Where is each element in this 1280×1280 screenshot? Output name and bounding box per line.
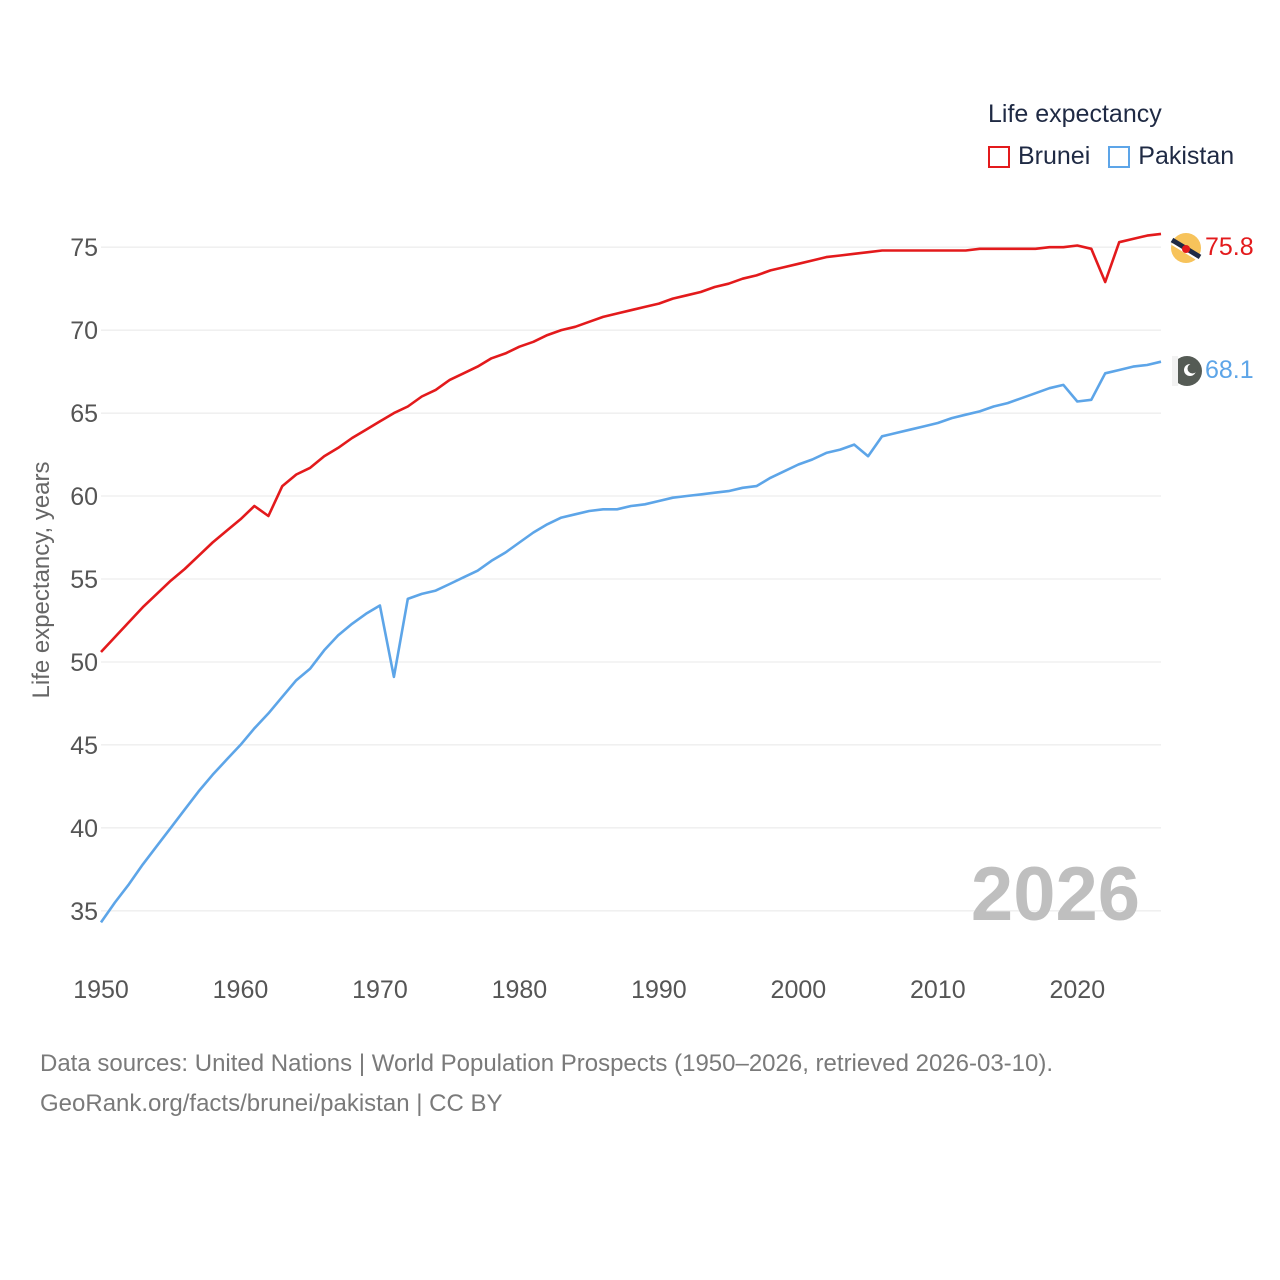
y-tick-label: 40 bbox=[70, 815, 98, 843]
y-tick-label: 50 bbox=[70, 649, 98, 677]
grid-lines bbox=[101, 246, 1161, 912]
pakistan-end-value: 68.1 bbox=[1205, 356, 1254, 384]
legend-item-pakistan[interactable]: Pakistan bbox=[1108, 142, 1234, 171]
series-line-pakistan bbox=[99, 360, 1162, 924]
x-tick-label: 1960 bbox=[213, 976, 269, 1004]
footer: Data sources: United Nations | World Pop… bbox=[40, 1044, 1053, 1124]
y-tick-label: 75 bbox=[70, 234, 98, 262]
legend-label-brunei: Brunei bbox=[1018, 142, 1091, 170]
y-tick-label: 35 bbox=[70, 898, 98, 926]
brunei-flag-icon bbox=[1170, 233, 1202, 263]
brunei-end-value: 75.8 bbox=[1205, 233, 1254, 261]
source-link[interactable]: GeoRank.org/facts/brunei/pakistan | CC B… bbox=[40, 1090, 503, 1117]
x-tick-label: 2020 bbox=[1050, 976, 1106, 1004]
legend: Brunei Pakistan bbox=[988, 142, 1252, 171]
y-tick-label: 45 bbox=[70, 732, 98, 760]
x-tick-label: 2000 bbox=[771, 976, 827, 1004]
x-tick-label: 1950 bbox=[73, 976, 129, 1004]
series-line-brunei bbox=[100, 232, 1162, 653]
legend-swatch-pakistan bbox=[1108, 145, 1131, 168]
y-tick-label: 55 bbox=[70, 566, 98, 594]
x-tick-labels: 1950 1960 1970 1980 1990 2000 2010 2020 bbox=[73, 976, 1105, 1004]
y-tick-label: 70 bbox=[70, 317, 98, 345]
y-tick-labels: 35 40 45 50 55 60 65 70 75 bbox=[70, 234, 98, 926]
pakistan-flag-icon bbox=[1172, 356, 1202, 386]
legend-swatch-brunei bbox=[988, 145, 1010, 168]
x-tick-label: 1990 bbox=[631, 976, 687, 1004]
x-tick-label: 2010 bbox=[910, 976, 966, 1004]
x-tick-label: 1980 bbox=[492, 976, 548, 1004]
y-tick-label: 60 bbox=[70, 483, 98, 511]
y-tick-label: 65 bbox=[70, 400, 98, 428]
legend-item-brunei[interactable]: Brunei bbox=[988, 142, 1090, 171]
legend-title: Life expectancy bbox=[988, 100, 1162, 128]
x-tick-label: 1970 bbox=[352, 976, 408, 1004]
series-end-markers bbox=[1170, 233, 1202, 386]
legend-label-pakistan: Pakistan bbox=[1138, 142, 1235, 170]
series-lines bbox=[99, 232, 1162, 924]
year-watermark: 2026 bbox=[971, 852, 1140, 937]
data-sources-text: Data sources: United Nations | World Pop… bbox=[40, 1050, 1054, 1077]
